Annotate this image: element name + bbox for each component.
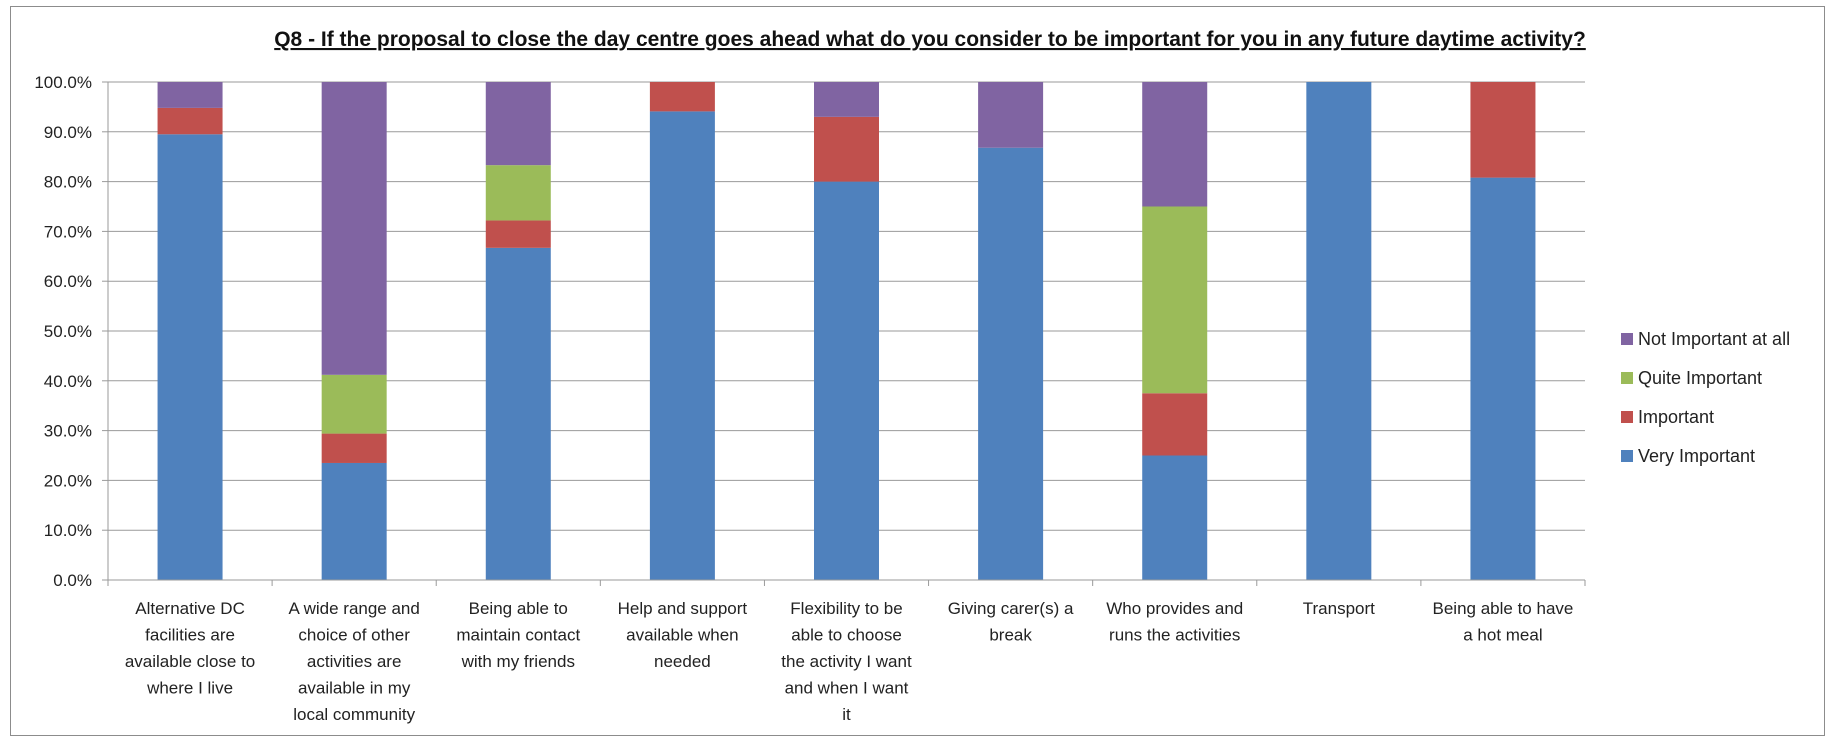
bar-segment <box>321 82 387 375</box>
bar-segment <box>1142 206 1208 394</box>
bar-segment <box>1142 455 1208 580</box>
x-category-label: A wide range and choice of other activitie… <box>288 599 419 724</box>
legend-label: Very Important <box>1638 446 1755 466</box>
y-tick-label: 100.0% <box>34 73 92 92</box>
legend-swatch <box>1621 372 1633 384</box>
bar-segment <box>1470 177 1536 580</box>
bar-segment <box>485 247 551 581</box>
x-category-label: Being able to have a hot meal <box>1433 599 1574 645</box>
bar-segment <box>649 111 715 580</box>
x-category-label: Giving carer(s) a break <box>948 599 1074 645</box>
legend-label: Not Important at all <box>1638 329 1790 349</box>
bar-segment <box>485 82 551 166</box>
bar-segment <box>814 116 879 182</box>
y-tick-label: 10.0% <box>44 521 92 540</box>
y-tick-label: 70.0% <box>44 222 92 241</box>
x-category-label: Help and support available when needed <box>618 599 748 671</box>
bar-segment <box>321 433 387 463</box>
x-category-label: Alternative DC facilities are available cl… <box>125 599 255 698</box>
bar-segment <box>157 134 223 581</box>
x-axis-categories: Alternative DC facilities are available cl… <box>125 599 1574 724</box>
bar-segment <box>814 181 879 580</box>
chart-title: Q8 - If the proposal to close the day ce… <box>274 28 1586 51</box>
bar-segment <box>1470 82 1536 178</box>
legend-swatch <box>1621 333 1633 345</box>
legend-label: Important <box>1638 407 1714 427</box>
x-category-label: Transport <box>1303 599 1375 618</box>
bar-segment <box>157 82 223 108</box>
y-tick-label: 90.0% <box>44 123 92 142</box>
legend-swatch <box>1621 450 1633 462</box>
bar-segment <box>157 107 223 135</box>
bar-segment <box>1142 393 1208 456</box>
bars <box>157 82 1536 581</box>
y-tick-label: 0.0% <box>53 571 92 590</box>
legend-swatch <box>1621 411 1633 423</box>
x-category-label: Flexibility to be able to choose the activ… <box>781 599 912 724</box>
bar-segment <box>321 462 387 580</box>
bar-segment <box>485 220 551 248</box>
x-category-label: Being able to maintain contact with my fri… <box>456 599 580 671</box>
bar-segment <box>321 374 387 434</box>
bar-segment <box>814 82 879 117</box>
bar-segment <box>485 165 551 221</box>
bar-segment <box>649 82 715 112</box>
y-tick-label: 60.0% <box>44 272 92 291</box>
bar-segment <box>1142 82 1208 207</box>
y-tick-label: 30.0% <box>44 422 92 441</box>
bar-segment <box>978 147 1044 580</box>
bar-segment <box>978 82 1044 148</box>
legend: Not Important at all Quite Important Impor… <box>1621 329 1790 466</box>
bar-segment <box>1306 82 1372 580</box>
y-tick-label: 20.0% <box>44 471 92 490</box>
y-tick-label: 40.0% <box>44 372 92 391</box>
y-axis-ticks: 0.0% 10.0% 20.0% 30.0% 40.0% 50.0% 60.0% 70.0% 8… <box>34 73 108 590</box>
y-tick-label: 80.0% <box>44 173 92 192</box>
x-category-label: Who provides and runs the activities <box>1106 599 1243 645</box>
y-tick-label: 50.0% <box>44 322 92 341</box>
legend-label: Quite Important <box>1638 368 1762 388</box>
